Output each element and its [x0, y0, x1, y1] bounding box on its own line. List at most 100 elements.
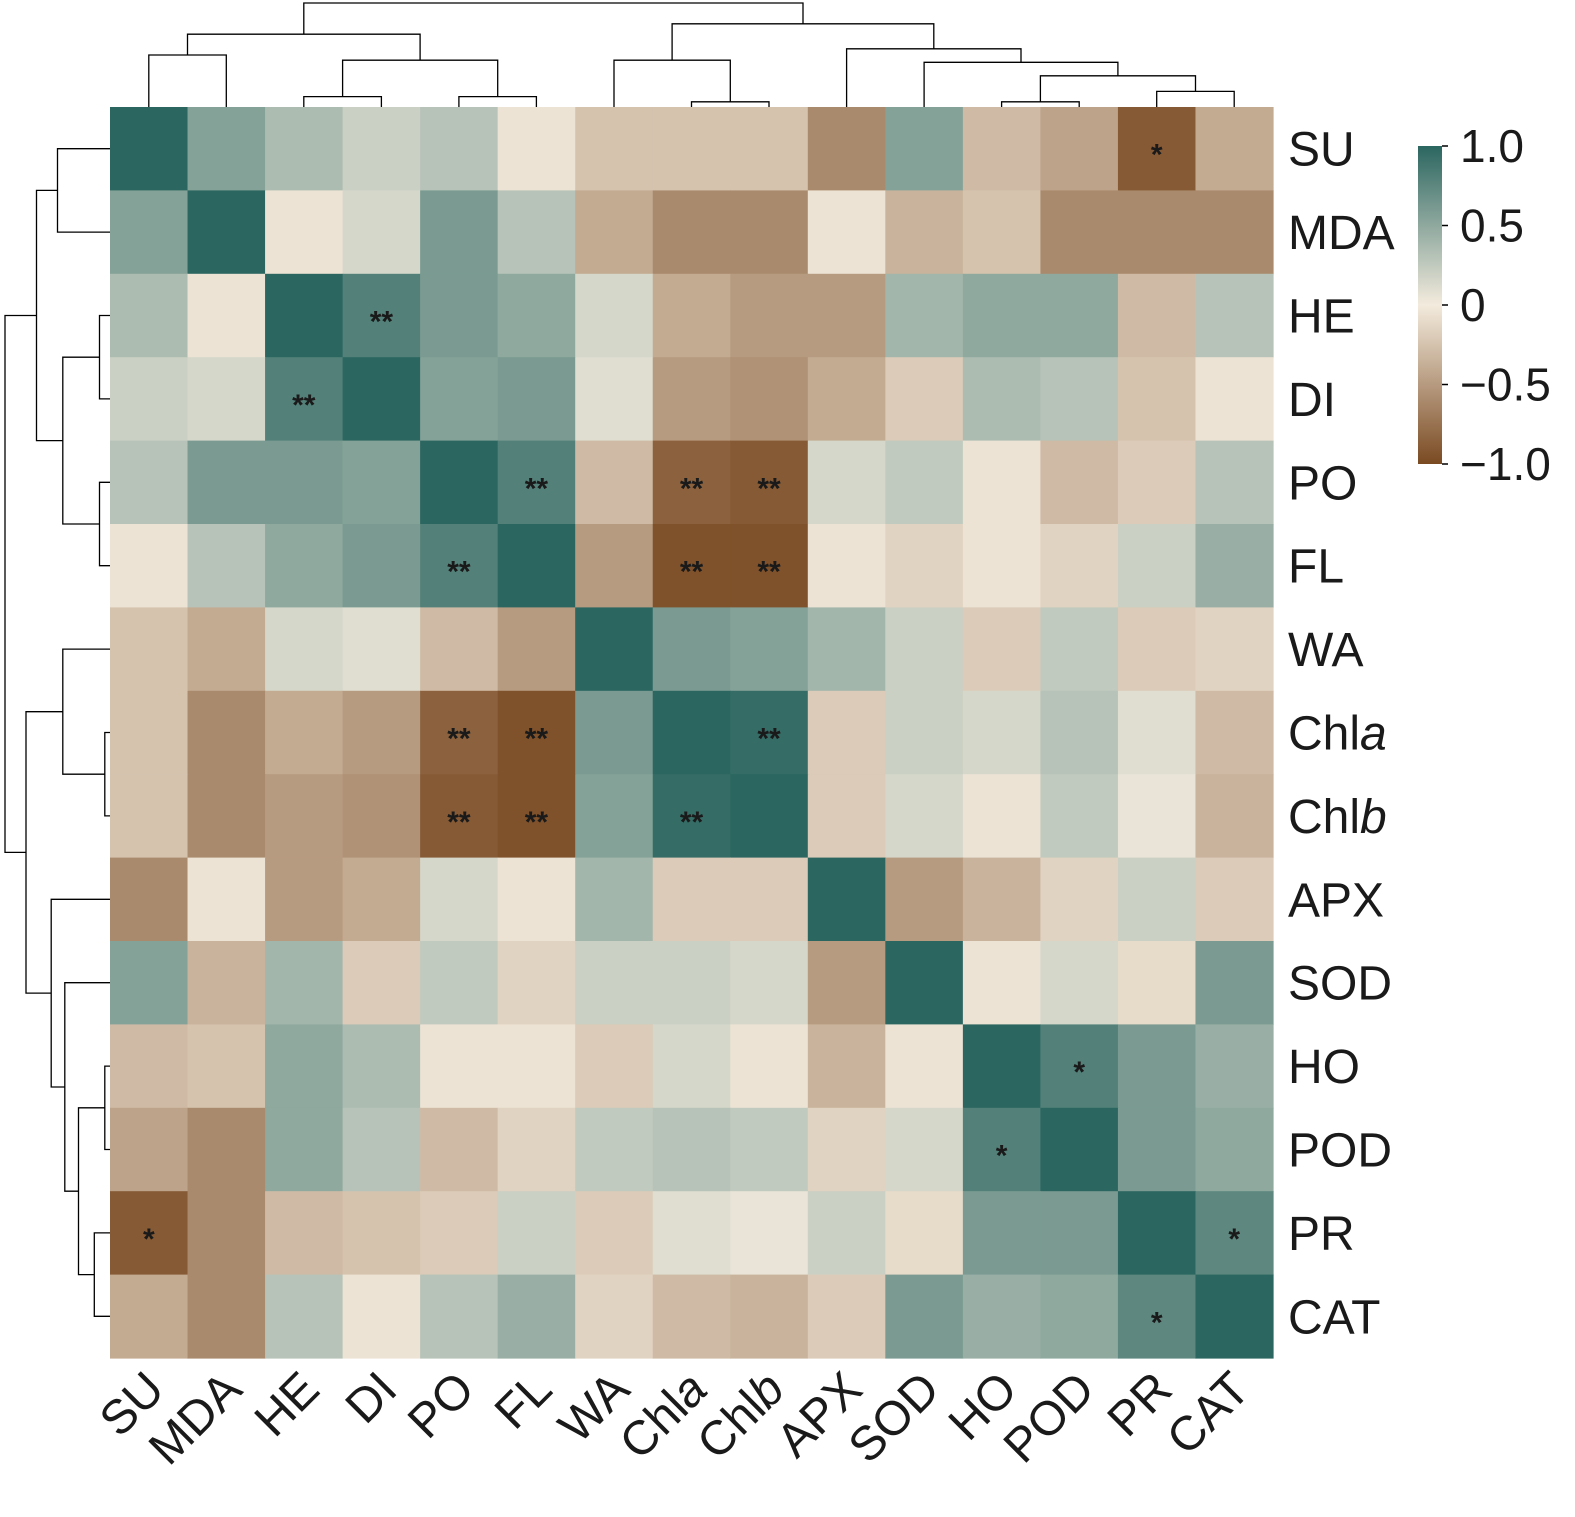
top-dendrogram-link-1	[1000, 101, 1080, 107]
top-dendrogram-link-7	[923, 61, 1119, 107]
cell-chla-chla	[652, 690, 731, 775]
col-label-po: PO	[398, 1362, 485, 1449]
cell-apx-chla	[652, 857, 731, 942]
cell-po-po	[420, 440, 499, 525]
cell-mda-pod	[1040, 190, 1119, 275]
significance-he-di: **	[370, 306, 394, 339]
cell-fl-cat	[1195, 524, 1274, 608]
significance-su-pr: *	[1151, 139, 1163, 172]
cell-wa-mda	[187, 607, 266, 692]
cell-ho-cat	[1195, 1024, 1274, 1109]
cell-di-wa	[575, 357, 654, 442]
top-dendrogram-link-4	[303, 95, 383, 107]
significance-di-he: **	[292, 389, 316, 422]
cell-wa-pod	[1040, 607, 1119, 692]
cell-he-cat	[1195, 273, 1274, 358]
cell-chlb-sod	[885, 774, 964, 859]
left-dendrogram-link-13	[25, 711, 63, 994]
row-label-mda-base: MDA	[1288, 207, 1395, 260]
col-label-cat: CAT	[1157, 1362, 1260, 1465]
cell-di-fl	[497, 357, 576, 442]
cell-pr-su	[110, 1191, 189, 1276]
cell-fl-pr	[1117, 524, 1197, 608]
cell-sod-apx	[807, 941, 886, 1025]
cell-chlb-pod	[1040, 774, 1119, 859]
cell-mda-pr	[1117, 190, 1197, 275]
cell-su-cat	[1195, 107, 1274, 191]
cell-mda-po	[420, 190, 499, 275]
row-label-cat: CAT	[1288, 1291, 1380, 1344]
significance-fl-po: **	[447, 556, 471, 589]
cell-su-sod	[885, 107, 964, 191]
cell-sod-pod	[1040, 941, 1119, 1025]
cell-sod-he	[265, 941, 344, 1025]
cell-he-chlb	[730, 273, 809, 358]
cell-su-he	[265, 107, 344, 191]
row-label-po: PO	[1288, 457, 1357, 510]
cell-ho-sod	[885, 1024, 964, 1109]
cell-apx-sod	[885, 857, 964, 942]
cell-apx-chlb	[730, 857, 809, 942]
cell-he-di	[342, 273, 421, 358]
cell-pod-chla	[652, 1107, 731, 1192]
cell-chla-wa	[575, 690, 654, 775]
cell-sod-wa	[575, 941, 654, 1025]
cell-chlb-mda	[187, 774, 266, 859]
significance-chla-po: **	[447, 723, 471, 756]
col-label-fl-base: FL	[485, 1362, 562, 1439]
colorbar: 1.0 0.5 0 −0.5 −1.0	[1418, 120, 1551, 490]
cell-pr-chlb	[730, 1191, 809, 1276]
significance-pod-ho: *	[996, 1140, 1008, 1173]
cell-pod-di	[342, 1107, 421, 1192]
col-label-sod: SOD	[839, 1362, 950, 1473]
row-label-wa: WA	[1288, 624, 1364, 677]
cell-po-sod	[885, 440, 964, 525]
cell-mda-apx	[807, 190, 886, 275]
cell-su-chla	[652, 107, 731, 191]
cell-mda-ho	[962, 190, 1041, 275]
cell-su-mda	[187, 107, 266, 191]
cell-ho-fl	[497, 1024, 576, 1109]
cell-chla-di	[342, 690, 421, 775]
cell-chla-ho	[962, 690, 1041, 775]
cell-fl-pod	[1040, 524, 1119, 608]
cell-apx-ho	[962, 857, 1041, 942]
top-dendrogram-link-5	[1156, 90, 1235, 107]
cell-ho-su	[110, 1024, 189, 1109]
cell-mda-cat	[1195, 190, 1274, 275]
cell-pod-wa	[575, 1107, 654, 1192]
cell-chlb-pr	[1117, 774, 1197, 859]
cell-wa-di	[342, 607, 421, 692]
significance-ho-pod: *	[1073, 1056, 1085, 1089]
cell-su-fl	[497, 107, 576, 191]
cell-po-wa	[575, 440, 654, 525]
cell-mda-wa	[575, 190, 654, 275]
cell-apx-pr	[1117, 857, 1197, 942]
cell-sod-po	[420, 941, 499, 1025]
cell-chla-su	[110, 690, 189, 775]
colorbar-gradient	[1418, 146, 1442, 464]
cell-chlb-su	[110, 774, 189, 859]
cell-pr-he	[265, 1191, 344, 1276]
cell-chla-po	[420, 690, 499, 775]
cell-sod-mda	[187, 941, 266, 1025]
cell-he-pr	[1117, 273, 1197, 358]
cell-di-chla	[652, 357, 731, 442]
cell-po-fl	[497, 440, 576, 525]
left-dendrogram-link-3	[98, 481, 110, 567]
cell-cat-pr	[1117, 1274, 1197, 1359]
colorbar-label-1: 1.0	[1460, 120, 1524, 172]
cell-he-fl	[497, 273, 576, 358]
row-label-apx: APX	[1288, 874, 1384, 927]
cell-po-pod	[1040, 440, 1119, 525]
cell-fl-fl	[497, 524, 576, 608]
row-label-su-base: SU	[1288, 124, 1355, 177]
cell-ho-he	[265, 1024, 344, 1109]
cell-he-ho	[962, 273, 1041, 358]
cell-di-pr	[1117, 357, 1197, 442]
cell-cat-po	[420, 1274, 499, 1359]
cell-wa-chlb	[730, 607, 809, 692]
cell-su-pod	[1040, 107, 1119, 191]
